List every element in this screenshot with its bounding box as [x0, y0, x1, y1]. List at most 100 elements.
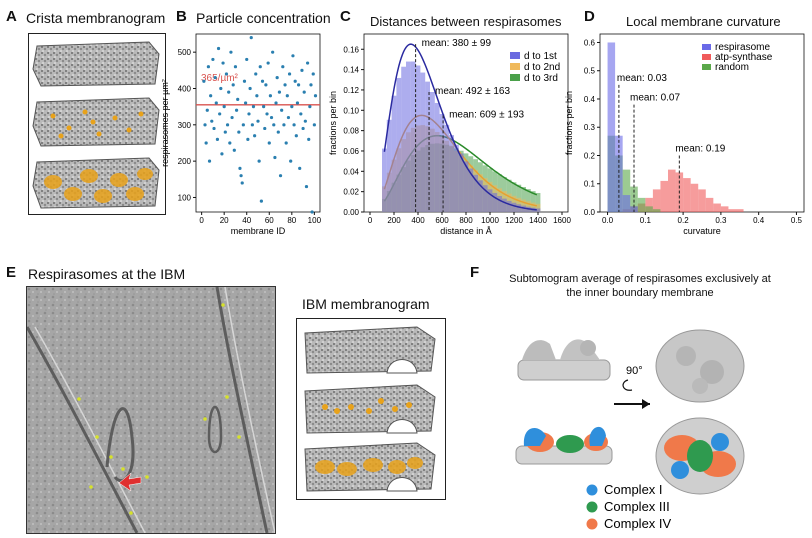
data-point: [224, 72, 229, 76]
y-axis-label: fractions per bin: [564, 91, 574, 155]
data-point: [211, 57, 215, 62]
data-point: [301, 126, 305, 131]
data-point: [304, 184, 309, 189]
mean-annotation: mean: 0.03: [617, 73, 667, 84]
hist-bar: [502, 198, 507, 212]
data-point: [210, 119, 214, 123]
x-tick-label: 80: [287, 216, 296, 225]
hist-bar: [449, 135, 454, 212]
hist-bar: [607, 42, 616, 212]
data-point: [281, 65, 285, 69]
hist-bar: [713, 203, 721, 212]
data-point: [284, 141, 288, 145]
hist-bar: [526, 201, 531, 212]
hist-bar: [736, 209, 744, 212]
legend-swatch: [702, 44, 711, 50]
side-view-gray: [517, 339, 611, 381]
x-tick-label: 0.5: [791, 216, 803, 225]
data-point: [213, 75, 217, 80]
rotate-icon: [622, 379, 633, 391]
hist-bar: [434, 102, 440, 212]
x-tick-label: 0: [368, 216, 373, 225]
membrane-plain: [32, 41, 160, 87]
y-tick-label: 0.08: [343, 127, 359, 136]
data-point: [276, 130, 280, 134]
y-tick-label: 0.4: [584, 95, 596, 104]
data-point: [222, 105, 226, 109]
panel-d-label: D: [584, 8, 595, 25]
data-point: [293, 79, 297, 83]
data-point: [258, 65, 262, 69]
legend-label: atp-synthase: [715, 52, 773, 63]
hist-bar: [458, 153, 464, 212]
data-point: [207, 159, 212, 163]
data-point: [245, 57, 249, 62]
data-point: [203, 123, 207, 127]
data-point: [256, 119, 260, 123]
data-point: [283, 83, 287, 87]
data-point: [248, 86, 252, 91]
data-point: [302, 90, 306, 94]
hist-bar: [396, 77, 402, 212]
hist-bar: [401, 66, 406, 213]
complex-i-swatch: [586, 484, 598, 496]
x-tick-label: 0.0: [602, 216, 614, 225]
y-tick-label: 200: [178, 157, 192, 166]
complex-iv-label: Complex IV: [604, 516, 672, 531]
x-tick-label: 0.3: [715, 216, 727, 225]
panel-e-title: Respirasomes at the IBM: [28, 266, 186, 282]
hist-bar: [615, 135, 623, 212]
x-axis-label: membrane ID: [231, 226, 286, 236]
hist-bar: [382, 148, 387, 212]
rotation-label: 90°: [626, 365, 643, 377]
data-point: [250, 123, 254, 127]
tomogram-image: [27, 287, 275, 533]
legend-label: random: [715, 62, 749, 73]
data-point: [221, 61, 225, 65]
data-point: [278, 174, 283, 178]
hist-bar: [521, 205, 526, 212]
y-tick-label: 0.0: [584, 208, 596, 217]
hist-bar: [492, 192, 498, 212]
data-point: [264, 83, 268, 87]
hist-bar: [535, 192, 541, 212]
x-axis-label: distance in Å: [440, 226, 492, 236]
hist-bar: [530, 202, 536, 212]
legend-swatch: [702, 54, 711, 60]
data-point: [218, 112, 222, 116]
mean-annotation: mean: 492 ± 163: [435, 86, 510, 97]
hist-bar: [516, 204, 522, 212]
x-tick-label: 0.4: [753, 216, 765, 225]
panel-f-title-line2: the inner boundary membrane: [566, 287, 714, 299]
legend-swatch: [510, 74, 520, 81]
crista-membranogram-images: [32, 41, 160, 209]
complex-iii-label: Complex III: [604, 499, 670, 514]
hist-bar: [497, 196, 502, 212]
y-tick-label: 100: [178, 193, 192, 202]
data-point: [303, 119, 307, 123]
data-point: [292, 123, 296, 127]
data-point: [227, 90, 231, 94]
panel-c-title: Distances between respirasomes: [370, 14, 562, 29]
side-view-colored: [515, 426, 613, 465]
data-point: [234, 108, 239, 112]
legend-swatch: [510, 63, 520, 70]
panel-a-title: Crista membranogram: [26, 10, 166, 26]
hist-bar: [652, 209, 661, 212]
data-point: [242, 79, 247, 83]
data-point: [273, 155, 277, 160]
x-tick-label: 1000: [481, 216, 499, 225]
data-point: [287, 72, 292, 76]
mean-annotation: mean: 0.07: [630, 93, 680, 104]
data-point: [311, 72, 315, 76]
panel-f-title: Subtomogram average of respirasomes excl…: [488, 272, 792, 300]
x-tick-label: 400: [411, 216, 425, 225]
data-point: [251, 105, 256, 109]
data-point: [209, 94, 213, 98]
data-point: [282, 123, 286, 127]
x-tick-label: 1200: [505, 216, 523, 225]
hist-bar: [478, 180, 483, 212]
